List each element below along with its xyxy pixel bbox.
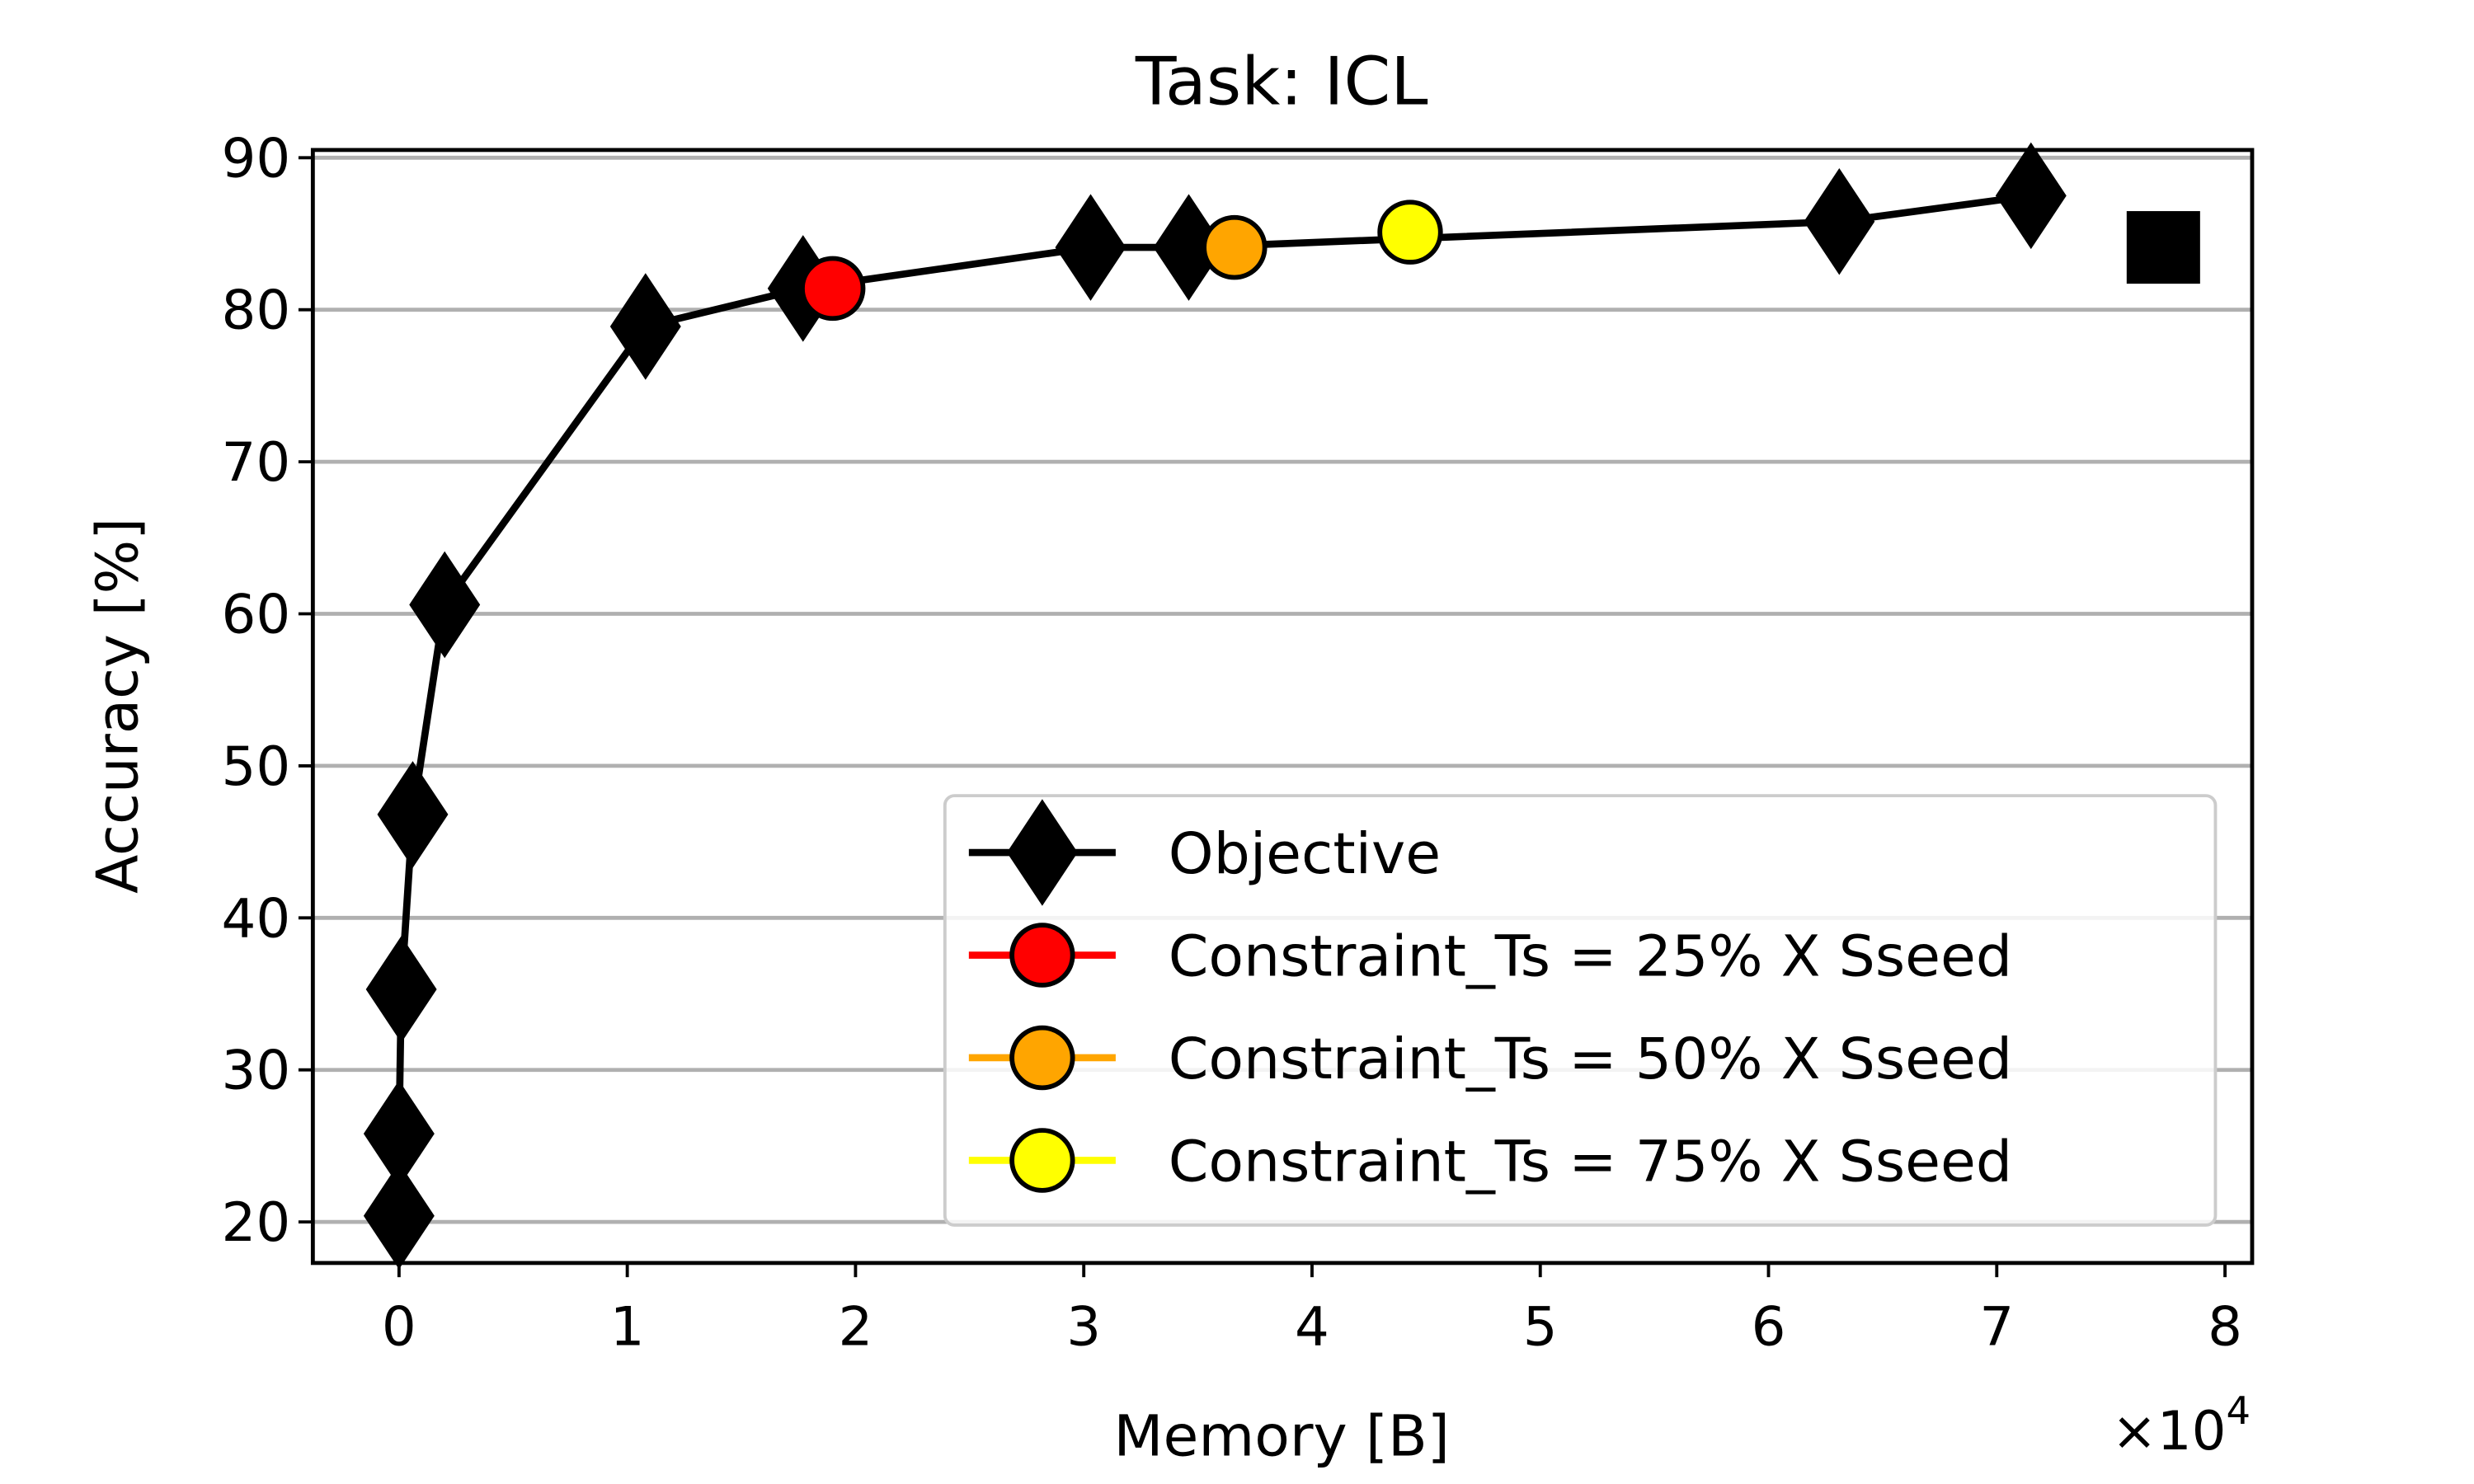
axes-frame (310, 148, 2255, 1266)
y-tick-label: 30 (222, 1040, 291, 1102)
x-tick-label: 7 (1979, 1296, 2014, 1359)
y-tick-label: 80 (222, 279, 291, 342)
x-tick-label: 4 (1295, 1296, 1329, 1359)
data-point-diamond (609, 273, 681, 380)
legend-label: Constraint_Ts = 75% X Sseed (1169, 1129, 2012, 1195)
y-tick-label: 90 (222, 128, 291, 190)
data-point-square (2126, 211, 2200, 284)
legend: Objective Constraint_Ts = 25% X Sseed Cons… (943, 794, 2218, 1227)
x-tick-label: 2 (838, 1296, 872, 1359)
data-point-circle (1377, 200, 1443, 265)
data-point-diamond (1995, 142, 2067, 250)
y-tick-label: 20 (222, 1191, 291, 1254)
legend-marker-circle (1009, 923, 1075, 988)
legend-marker-circle (1009, 1025, 1075, 1091)
data-point-circle (800, 256, 866, 322)
data-point-diamond (365, 936, 437, 1043)
legend-label: Constraint_Ts = 25% X Sseed (1169, 924, 2012, 990)
x-tick-label: 6 (1752, 1296, 1786, 1359)
y-tick-label: 60 (222, 584, 291, 646)
y-axis-label: Accuracy [%] (85, 518, 151, 894)
x-multiplier: ×104 (2112, 1388, 2251, 1462)
x-axis-label: Memory [B] (1113, 1404, 1450, 1470)
legend-marker-circle (1009, 1128, 1075, 1193)
legend-label: Constraint_Ts = 50% X Sseed (1169, 1026, 2012, 1092)
legend-box (943, 794, 2218, 1227)
data-point-diamond (1055, 194, 1126, 301)
data-point-diamond (409, 551, 481, 659)
data-point-diamond (363, 1080, 435, 1187)
x-tick-label: 8 (2208, 1296, 2242, 1359)
chart-title: Task: ICL (1135, 44, 1428, 120)
x-tick-label: 3 (1066, 1296, 1101, 1359)
data-point-diamond (1804, 167, 1875, 275)
marks (363, 142, 2200, 1270)
ticks: 20 30 40 50 60 70 80 90 0 1 2 3 4 5 6 7 8 (222, 128, 2242, 1359)
x-tick-label: 5 (1523, 1296, 1558, 1359)
data-point-circle (1202, 214, 1268, 280)
y-tick-label: 40 (222, 888, 291, 951)
y-tick-label: 70 (222, 431, 291, 494)
y-tick-label: 50 (222, 735, 291, 798)
data-point-diamond (363, 1162, 435, 1270)
x-tick-label: 0 (382, 1296, 416, 1359)
x-tick-label: 1 (610, 1296, 645, 1359)
legend-label: Objective (1169, 821, 1441, 887)
legend-marker-diamond (1006, 799, 1078, 906)
data-point-diamond (377, 761, 449, 868)
